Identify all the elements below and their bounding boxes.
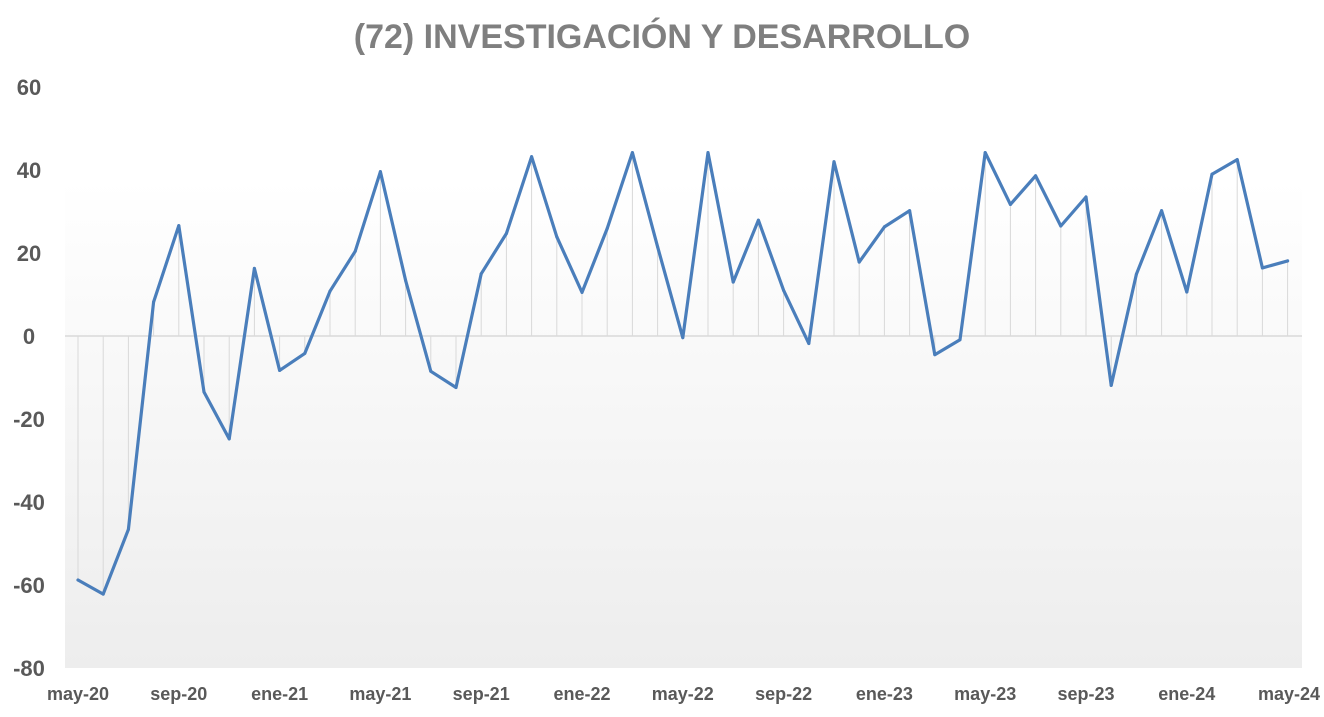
data-point (1286, 259, 1290, 263)
y-tick-label: 0 (23, 324, 35, 349)
data-point (630, 151, 634, 155)
data-point (353, 249, 357, 253)
y-tick-label: 40 (17, 158, 41, 183)
y-tick-label: -20 (13, 407, 45, 432)
data-point (958, 338, 962, 342)
x-tick-label: ene-21 (251, 684, 308, 704)
data-point (252, 266, 256, 270)
x-tick-label: sep-22 (755, 684, 812, 704)
y-tick-label: 20 (17, 241, 41, 266)
x-tick-label: may-23 (954, 684, 1016, 704)
x-axis: may-20 sep-20 ene-21 may-21 sep-21 ene-22 may-… (47, 684, 1320, 704)
y-tick-label: -80 (13, 656, 45, 681)
data-point (1059, 224, 1063, 228)
data-point (101, 592, 105, 596)
data-point (1235, 158, 1239, 162)
data-point (908, 209, 912, 213)
data-point (177, 224, 181, 228)
data-point (1034, 174, 1038, 178)
data-point (404, 278, 408, 282)
data-point (1008, 202, 1012, 206)
y-axis: 60 40 20 0 -20 -40 -60 -80 (13, 75, 45, 681)
y-tick-label: -40 (13, 490, 45, 515)
x-tick-label: ene-23 (856, 684, 913, 704)
x-tick-label: ene-22 (553, 684, 610, 704)
y-tick-label: -60 (13, 573, 45, 598)
data-point (504, 231, 508, 235)
data-point (1185, 290, 1189, 294)
data-point (681, 336, 685, 340)
data-point (933, 353, 937, 357)
data-point (706, 151, 710, 155)
data-point (555, 235, 559, 239)
data-point (1160, 209, 1164, 213)
data-point (76, 578, 80, 582)
x-tick-label: sep-20 (150, 684, 207, 704)
data-point (832, 160, 836, 164)
data-point (1134, 272, 1138, 276)
data-point (605, 227, 609, 231)
x-tick-label: ene-24 (1158, 684, 1215, 704)
data-point (983, 151, 987, 155)
x-tick-label: may-21 (349, 684, 411, 704)
data-point (1109, 383, 1113, 387)
data-point (782, 288, 786, 292)
plot-area (65, 180, 1302, 668)
data-point (882, 225, 886, 229)
data-point (756, 218, 760, 222)
x-tick-label: may-24 (1258, 684, 1320, 704)
x-tick-label: sep-23 (1057, 684, 1114, 704)
data-point (1210, 172, 1214, 176)
data-point (1260, 266, 1264, 270)
data-point (429, 369, 433, 373)
data-points (76, 151, 1290, 596)
data-point (454, 385, 458, 389)
data-point (656, 245, 660, 249)
y-tick-label: 60 (17, 75, 41, 100)
data-point (152, 300, 156, 304)
data-point (857, 260, 861, 264)
x-tick-label: may-20 (47, 684, 109, 704)
data-point (227, 437, 231, 441)
data-point (1084, 195, 1088, 199)
x-tick-label: sep-21 (453, 684, 510, 704)
data-point (731, 280, 735, 284)
data-point (479, 272, 483, 276)
data-point (126, 527, 130, 531)
data-point (278, 368, 282, 372)
data-point (530, 155, 534, 159)
data-point (378, 170, 382, 174)
data-point (202, 390, 206, 394)
x-tick-label: may-22 (652, 684, 714, 704)
data-point (807, 341, 811, 345)
chart-title: (72) INVESTIGACIÓN Y DESARROLLO (354, 18, 971, 56)
data-point (580, 290, 584, 294)
data-point (328, 289, 332, 293)
drop-lines (77, 152, 1289, 595)
data-point (303, 351, 307, 355)
